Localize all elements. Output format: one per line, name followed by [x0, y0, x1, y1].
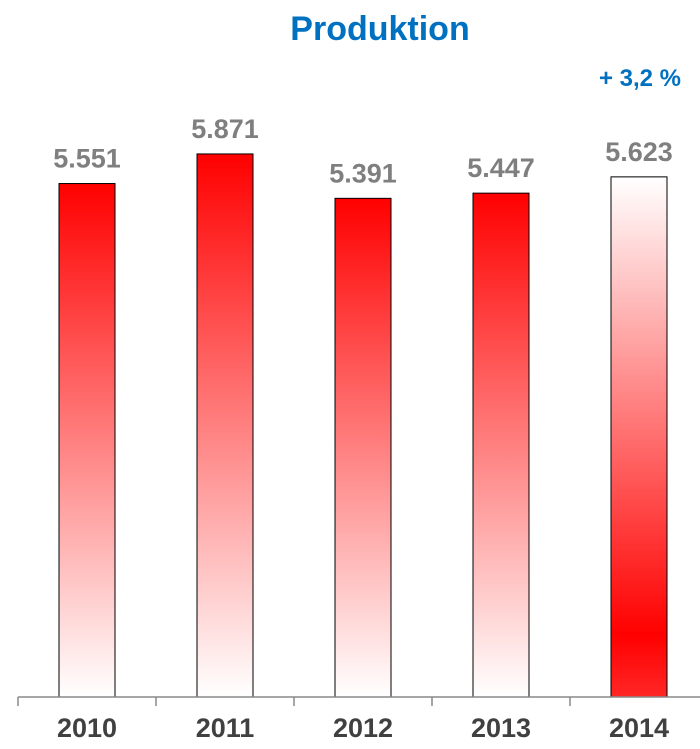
value-label-2011: 5.871 — [191, 114, 259, 144]
value-label-2012: 5.391 — [329, 158, 397, 188]
value-label-group: 5.551 5.871 5.391 5.447 5.623 — [53, 114, 673, 188]
tick-label-2010: 2010 — [57, 713, 117, 743]
tick-label-2011: 2011 — [196, 713, 255, 743]
growth-annotation: + 3,2 % — [599, 65, 681, 92]
tick-label-2013: 2013 — [471, 713, 531, 743]
bar-2010 — [58, 183, 116, 698]
tick-label-2012: 2012 — [333, 713, 393, 743]
x-axis-tick-labels: 2010 2011 2012 2013 2014 — [57, 713, 669, 743]
bar-2014 — [610, 176, 668, 698]
tick-label-2014: 2014 — [609, 713, 669, 743]
x-axis-ticks — [17, 697, 571, 706]
value-label-2010: 5.551 — [53, 144, 121, 174]
chart-title: Produktion — [290, 10, 469, 48]
bar-group — [58, 153, 668, 698]
bar-2013 — [472, 192, 530, 698]
value-label-2014: 5.623 — [605, 137, 673, 167]
bar-2011 — [196, 153, 254, 698]
bar-2012 — [334, 197, 392, 698]
value-label-2013: 5.447 — [467, 153, 535, 183]
